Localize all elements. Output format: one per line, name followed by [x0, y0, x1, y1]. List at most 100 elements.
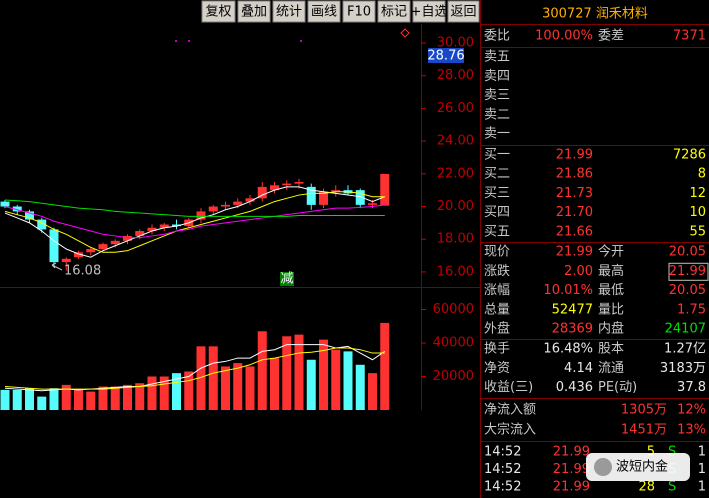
ma-line: [4, 204, 385, 239]
dot: [300, 40, 302, 42]
ma-line: [4, 186, 385, 258]
field-value: 3183万: [660, 361, 706, 376]
volume-bar: [245, 366, 255, 410]
trade-count: 1: [698, 462, 706, 477]
ask-label: 卖二: [484, 107, 510, 122]
trade-price: 21.99: [553, 462, 590, 477]
candle-body: [159, 224, 169, 228]
toolbar-label[interactable]: F10: [347, 5, 371, 20]
toolbar-label[interactable]: 标记: [381, 5, 407, 20]
toolbar-label[interactable]: +自选: [411, 5, 448, 20]
bid-volume: 7286: [673, 148, 706, 163]
flow-pct: 13%: [677, 423, 706, 438]
toolbar-button[interactable]: [307, 0, 341, 23]
candle-body: [331, 190, 341, 192]
y-tick-label: 18.00: [437, 232, 474, 247]
volume-bar: [37, 396, 47, 410]
y-tick-label: 60000: [433, 302, 474, 317]
volume-bar: [196, 346, 206, 410]
volume-bar: [98, 386, 108, 410]
field-label: 总量: [484, 302, 510, 317]
field-label: 委比: [484, 29, 510, 44]
volume-bar: [61, 384, 71, 410]
field-value: 37.8: [677, 380, 706, 395]
bid-volume: 8: [698, 167, 706, 182]
trade-side: S: [668, 480, 676, 495]
candle-body: [319, 191, 328, 205]
watermark-icon: [594, 458, 612, 476]
trade-side: S: [668, 445, 676, 460]
trade-volume: 28: [638, 480, 655, 495]
bid-label: 买三: [484, 186, 510, 201]
toolbar-button[interactable]: [377, 0, 411, 23]
field-label: PE(动): [598, 380, 637, 395]
candle-body: [270, 185, 279, 191]
candle-body: [282, 183, 292, 186]
bid-label: 买二: [484, 167, 510, 182]
field-value: 7371: [673, 29, 706, 44]
trade-time: 14:52: [484, 445, 521, 460]
candle-body: [147, 227, 157, 232]
bid-price: 21.86: [556, 167, 593, 182]
dot: [175, 40, 177, 42]
ma-line: [4, 347, 385, 390]
candle-body: [306, 186, 316, 205]
y-tick-label: 40000: [433, 336, 474, 351]
toolbar-button[interactable]: [447, 0, 480, 23]
toolbar-button[interactable]: [201, 0, 236, 23]
volume-bar: [368, 373, 377, 410]
volume-bar: [221, 366, 230, 410]
toolbar-label[interactable]: 返回: [450, 5, 476, 20]
volume-bar: [74, 389, 83, 410]
flow-label: 净流入额: [484, 403, 536, 418]
flow-value: 1305万: [621, 403, 667, 418]
volume-bar: [184, 371, 194, 410]
candle-body: [25, 211, 34, 220]
field-label: 委差: [598, 29, 624, 44]
y-tick-label: 24.00: [437, 134, 474, 149]
volume-bar: [380, 322, 390, 410]
candle-body: [0, 201, 10, 207]
cursor-price: 28.76: [427, 49, 464, 64]
candle-body: [294, 181, 304, 184]
volume-bar: [12, 389, 22, 410]
flow-pct: 12%: [677, 403, 706, 418]
trade-volume: 5: [647, 445, 655, 460]
field-label: 最高: [598, 263, 624, 279]
candle-body: [221, 204, 230, 207]
volume-bar: [257, 331, 267, 410]
volume-bar: [135, 383, 145, 410]
volume-bar: [208, 346, 218, 410]
y-tick-label: 22.00: [437, 166, 474, 181]
bid-volume: 10: [689, 205, 706, 220]
ask-label: 卖三: [484, 88, 510, 103]
candle-body: [355, 190, 365, 205]
volume-bar: [331, 349, 341, 410]
toolbar-button[interactable]: [237, 0, 271, 23]
volume-bar: [306, 359, 316, 410]
ask-label: 卖一: [484, 127, 510, 142]
field-label: 量比: [598, 302, 624, 317]
volume-bar: [270, 358, 279, 410]
y-tick-label: 16.00: [437, 264, 474, 279]
bid-label: 买四: [484, 205, 510, 220]
toolbar-button[interactable]: [272, 0, 306, 23]
trade-time: 14:52: [484, 480, 521, 495]
trade-time: 14:52: [484, 462, 521, 477]
marker-icon: [400, 28, 410, 38]
toolbar-label[interactable]: 画线: [311, 5, 337, 20]
toolbar-label[interactable]: 叠加: [241, 5, 267, 20]
field-label: 股本: [598, 342, 624, 357]
toolbar-button[interactable]: [412, 0, 446, 23]
candle-body: [110, 240, 120, 245]
flow-label: 大宗流入: [484, 422, 536, 438]
field-label: 换手: [484, 342, 510, 357]
watermark-bg: [586, 453, 690, 481]
bid-price: 21.73: [556, 186, 593, 201]
toolbar-label[interactable]: 复权: [205, 4, 231, 20]
toolbar-button[interactable]: [342, 0, 376, 23]
volume-bar: [147, 376, 157, 410]
volume-bar: [294, 334, 304, 410]
toolbar-label[interactable]: 统计: [276, 5, 302, 20]
